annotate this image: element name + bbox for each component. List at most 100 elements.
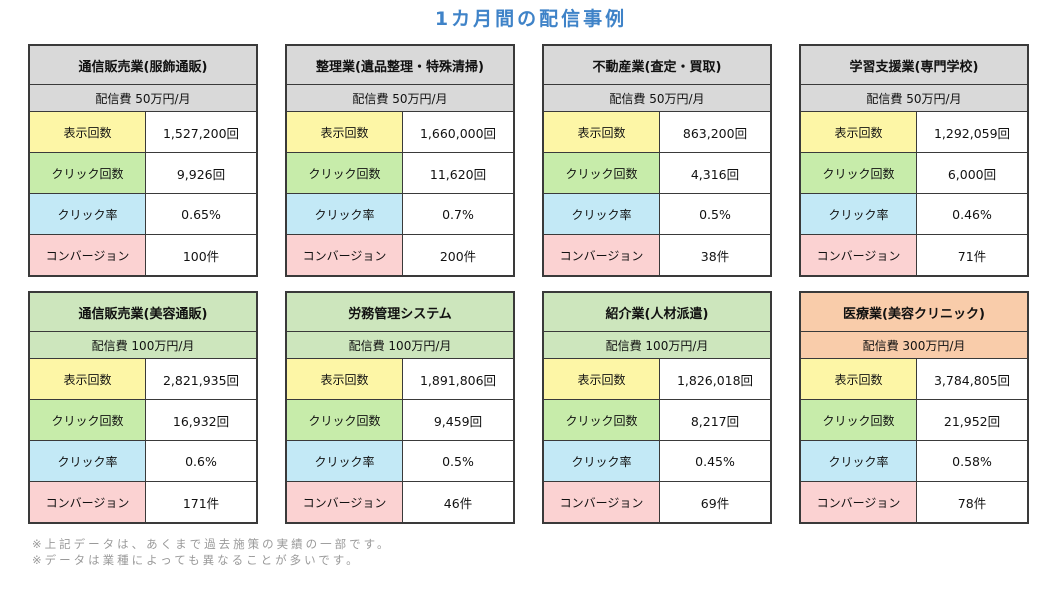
conversions-value: 71件 bbox=[917, 235, 1027, 275]
ctr-value: 0.45% bbox=[660, 441, 770, 481]
clicks-value: 9,926回 bbox=[146, 153, 256, 193]
card-industry: 学習支援業(専門学校) bbox=[801, 46, 1027, 85]
ctr-label: クリック率 bbox=[287, 194, 403, 234]
card-industry: 医療業(美容クリニック) bbox=[801, 293, 1027, 332]
clicks-label: クリック回数 bbox=[30, 400, 146, 440]
impressions-value: 1,292,059回 bbox=[917, 112, 1027, 152]
impressions-label: 表示回数 bbox=[30, 112, 146, 152]
conversions-label: コンバージョン bbox=[30, 235, 146, 275]
conversions-row: コンバージョン 171件 bbox=[30, 482, 256, 522]
conversions-row: コンバージョン 71件 bbox=[801, 235, 1027, 275]
ctr-value: 0.5% bbox=[403, 441, 513, 481]
impressions-row: 表示回数 863,200回 bbox=[544, 112, 770, 153]
conversions-label: コンバージョン bbox=[544, 235, 660, 275]
impressions-value: 1,891,806回 bbox=[403, 359, 513, 399]
conversions-row: コンバージョン 78件 bbox=[801, 482, 1027, 522]
card-fee: 配信費 100万円/月 bbox=[287, 332, 513, 359]
impressions-value: 1,826,018回 bbox=[660, 359, 770, 399]
ctr-label: クリック率 bbox=[30, 441, 146, 481]
conversions-row: コンバージョン 46件 bbox=[287, 482, 513, 522]
ctr-row: クリック率 0.7% bbox=[287, 194, 513, 235]
ctr-label: クリック率 bbox=[287, 441, 403, 481]
clicks-value: 21,952回 bbox=[917, 400, 1027, 440]
case-card-staffing: 紹介業(人材派遣) 配信費 100万円/月 表示回数 1,826,018回 クリッ… bbox=[542, 291, 772, 524]
case-card-beauty-clinic: 医療業(美容クリニック) 配信費 300万円/月 表示回数 3,784,805回 … bbox=[799, 291, 1029, 524]
ctr-value: 0.46% bbox=[917, 194, 1027, 234]
case-card-estate-cleanup: 整理業(遺品整理・特殊清掃) 配信費 50万円/月 表示回数 1,660,000回… bbox=[285, 44, 515, 277]
card-fee: 配信費 100万円/月 bbox=[544, 332, 770, 359]
conversions-value: 78件 bbox=[917, 482, 1027, 522]
card-fee: 配信費 300万円/月 bbox=[801, 332, 1027, 359]
conversions-row: コンバージョン 200件 bbox=[287, 235, 513, 275]
impressions-row: 表示回数 1,527,200回 bbox=[30, 112, 256, 153]
conversions-label: コンバージョン bbox=[287, 235, 403, 275]
footnote: ※上記データは、あくまで過去施策の実績の一部です。 bbox=[32, 537, 392, 551]
impressions-label: 表示回数 bbox=[287, 359, 403, 399]
conversions-row: コンバージョン 69件 bbox=[544, 482, 770, 522]
card-fee: 配信費 50万円/月 bbox=[287, 85, 513, 112]
card-industry: 労務管理システム bbox=[287, 293, 513, 332]
impressions-row: 表示回数 1,660,000回 bbox=[287, 112, 513, 153]
clicks-row: クリック回数 8,217回 bbox=[544, 400, 770, 441]
ctr-row: クリック率 0.65% bbox=[30, 194, 256, 235]
clicks-label: クリック回数 bbox=[544, 153, 660, 193]
ctr-row: クリック率 0.46% bbox=[801, 194, 1027, 235]
impressions-label: 表示回数 bbox=[544, 359, 660, 399]
conversions-label: コンバージョン bbox=[801, 482, 917, 522]
ctr-row: クリック率 0.45% bbox=[544, 441, 770, 482]
clicks-value: 16,932回 bbox=[146, 400, 256, 440]
impressions-label: 表示回数 bbox=[287, 112, 403, 152]
impressions-label: 表示回数 bbox=[30, 359, 146, 399]
impressions-label: 表示回数 bbox=[801, 112, 917, 152]
clicks-row: クリック回数 6,000回 bbox=[801, 153, 1027, 194]
ctr-row: クリック率 0.58% bbox=[801, 441, 1027, 482]
ctr-value: 0.7% bbox=[403, 194, 513, 234]
ctr-label: クリック率 bbox=[30, 194, 146, 234]
ctr-value: 0.58% bbox=[917, 441, 1027, 481]
clicks-row: クリック回数 4,316回 bbox=[544, 153, 770, 194]
conversions-value: 171件 bbox=[146, 482, 256, 522]
clicks-row: クリック回数 21,952回 bbox=[801, 400, 1027, 441]
clicks-value: 11,620回 bbox=[403, 153, 513, 193]
clicks-value: 6,000回 bbox=[917, 153, 1027, 193]
impressions-value: 2,821,935回 bbox=[146, 359, 256, 399]
conversions-label: コンバージョン bbox=[30, 482, 146, 522]
clicks-label: クリック回数 bbox=[801, 153, 917, 193]
conversions-label: コンバージョン bbox=[287, 482, 403, 522]
card-fee: 配信費 50万円/月 bbox=[30, 85, 256, 112]
impressions-label: 表示回数 bbox=[801, 359, 917, 399]
impressions-row: 表示回数 1,826,018回 bbox=[544, 359, 770, 400]
conversions-value: 69件 bbox=[660, 482, 770, 522]
ctr-label: クリック率 bbox=[801, 194, 917, 234]
conversions-label: コンバージョン bbox=[544, 482, 660, 522]
impressions-row: 表示回数 3,784,805回 bbox=[801, 359, 1027, 400]
ctr-row: クリック率 0.5% bbox=[287, 441, 513, 482]
clicks-label: クリック回数 bbox=[544, 400, 660, 440]
conversions-row: コンバージョン 100件 bbox=[30, 235, 256, 275]
case-card-real-estate: 不動産業(査定・買取) 配信費 50万円/月 表示回数 863,200回 クリック… bbox=[542, 44, 772, 277]
conversions-value: 200件 bbox=[403, 235, 513, 275]
clicks-value: 8,217回 bbox=[660, 400, 770, 440]
card-industry: 不動産業(査定・買取) bbox=[544, 46, 770, 85]
impressions-row: 表示回数 1,891,806回 bbox=[287, 359, 513, 400]
ctr-row: クリック率 0.6% bbox=[30, 441, 256, 482]
clicks-row: クリック回数 11,620回 bbox=[287, 153, 513, 194]
clicks-row: クリック回数 9,459回 bbox=[287, 400, 513, 441]
ctr-label: クリック率 bbox=[544, 441, 660, 481]
impressions-value: 1,527,200回 bbox=[146, 112, 256, 152]
ctr-label: クリック率 bbox=[544, 194, 660, 234]
impressions-value: 3,784,805回 bbox=[917, 359, 1027, 399]
case-card-vocational-school: 学習支援業(専門学校) 配信費 50万円/月 表示回数 1,292,059回 クリ… bbox=[799, 44, 1029, 277]
footnote: ※データは業種によっても異なることが多いです。 bbox=[32, 553, 361, 567]
ctr-row: クリック率 0.5% bbox=[544, 194, 770, 235]
conversions-label: コンバージョン bbox=[801, 235, 917, 275]
case-card-labor-system: 労務管理システム 配信費 100万円/月 表示回数 1,891,806回 クリック… bbox=[285, 291, 515, 524]
ctr-value: 0.5% bbox=[660, 194, 770, 234]
conversions-row: コンバージョン 38件 bbox=[544, 235, 770, 275]
footnotes: ※上記データは、あくまで過去施策の実績の一部です。 ※データは業種によっても異な… bbox=[32, 536, 391, 568]
conversions-value: 100件 bbox=[146, 235, 256, 275]
conversions-value: 38件 bbox=[660, 235, 770, 275]
clicks-value: 4,316回 bbox=[660, 153, 770, 193]
ctr-value: 0.65% bbox=[146, 194, 256, 234]
case-card-beauty-ec: 通信販売業(美容通販) 配信費 100万円/月 表示回数 2,821,935回 ク… bbox=[28, 291, 258, 524]
